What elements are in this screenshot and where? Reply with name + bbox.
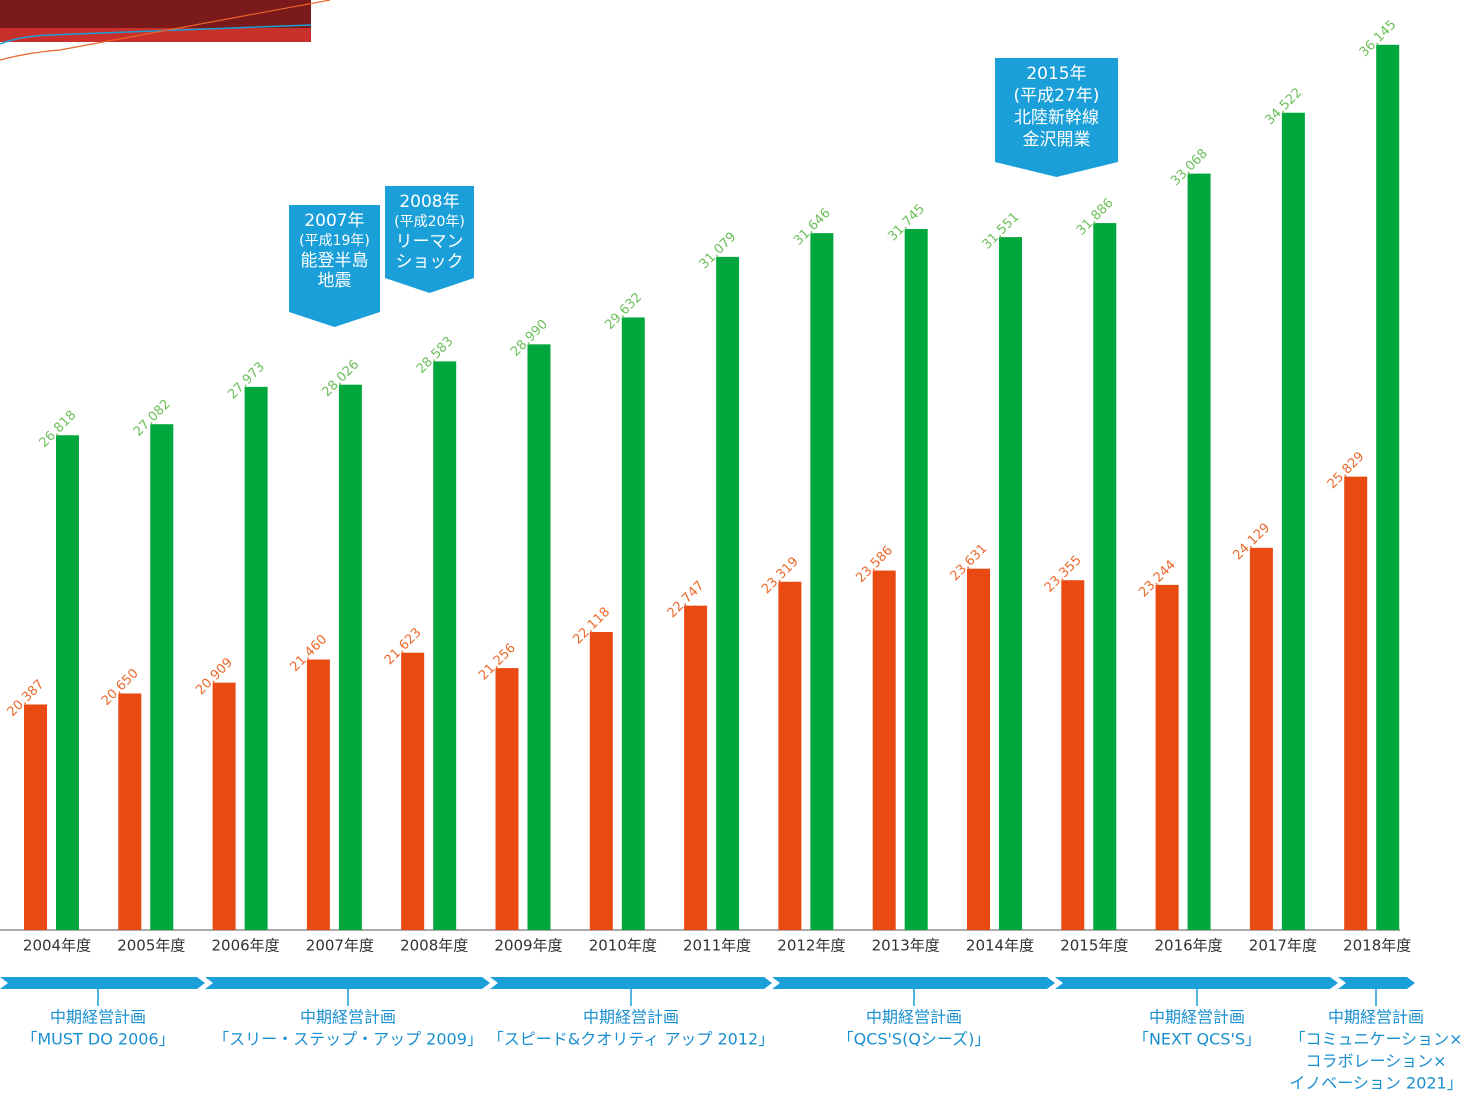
event-text: (平成19年) <box>299 233 370 249</box>
plan-label: 中期経営計画 <box>1328 1008 1424 1027</box>
bar <box>1249 547 1273 930</box>
plan-label: 「NEXT QCS'S」 <box>1133 1030 1261 1049</box>
x-tick-label: 2008年度 <box>400 937 468 955</box>
bar <box>810 233 834 930</box>
event-text: リーマン <box>396 232 464 252</box>
bar <box>433 361 457 931</box>
bar <box>306 659 330 930</box>
plan-label: 中期経営計画 <box>300 1008 396 1027</box>
x-tick-label: 2004年度 <box>23 937 91 955</box>
plan-arrow <box>205 977 490 989</box>
decor-line <box>0 24 312 45</box>
bar <box>684 605 708 930</box>
event-box <box>385 186 474 293</box>
x-tick-label: 2005年度 <box>117 937 185 955</box>
bar <box>338 384 362 930</box>
event-text: 地震 <box>318 271 352 291</box>
event-box <box>289 205 380 327</box>
bar <box>999 237 1022 930</box>
x-tick-label: 2012年度 <box>777 937 845 955</box>
plan-label: 「QCS'S(Qシーズ)」 <box>838 1030 991 1049</box>
decor-line <box>0 0 331 61</box>
bar <box>244 386 268 930</box>
bar <box>1061 580 1085 930</box>
event-box <box>995 58 1118 177</box>
event-text: 能登半島 <box>301 251 369 271</box>
bar <box>1344 476 1368 930</box>
event-text: 2008年 <box>399 192 459 212</box>
plan-label: 中期経営計画 <box>50 1008 146 1027</box>
x-tick-label: 2018年度 <box>1343 937 1411 955</box>
event-text: 金沢開業 <box>1023 130 1091 150</box>
bar <box>150 424 174 930</box>
bar <box>716 256 740 930</box>
x-tick-label: 2007年度 <box>306 937 374 955</box>
plan-arrow <box>772 977 1055 989</box>
plan-label: コラボレーション× <box>1305 1052 1446 1071</box>
bar <box>1281 112 1305 930</box>
x-tick-label: 2006年度 <box>212 937 280 955</box>
bar <box>24 704 47 930</box>
event-text: ショック <box>396 252 464 272</box>
bar <box>495 668 519 930</box>
plan-arrow <box>0 977 205 989</box>
plan-label: 「スリー・ステップ・アップ 2009」 <box>213 1030 483 1049</box>
event-text: (平成27年) <box>1014 86 1100 106</box>
x-tick-label: 2015年度 <box>1060 937 1128 955</box>
event-text: 2015年 <box>1026 64 1086 84</box>
plan-arrow <box>1338 977 1415 989</box>
bar <box>1093 223 1117 930</box>
x-tick-label: 2017年度 <box>1249 937 1317 955</box>
bar <box>1376 44 1400 931</box>
plan-arrow <box>1055 977 1338 989</box>
plan-label: 中期経営計画 <box>1149 1008 1245 1027</box>
bar <box>118 693 142 930</box>
plan-label: 「コミュニケーション× <box>1289 1030 1462 1049</box>
plan-label: 中期経営計画 <box>583 1008 679 1027</box>
bar <box>212 682 236 930</box>
x-tick-label: 2011年度 <box>683 937 751 955</box>
x-tick-label: 2009年度 <box>494 937 562 955</box>
bar <box>527 344 551 930</box>
bar <box>589 632 613 930</box>
bar <box>621 317 645 930</box>
bar <box>872 570 896 930</box>
bar <box>1187 173 1211 931</box>
plan-label: 中期経営計画 <box>866 1008 962 1027</box>
bar <box>778 581 802 930</box>
bar <box>967 568 990 930</box>
plan-label: 「スピード&クオリティ アップ 2012」 <box>488 1030 774 1049</box>
bar <box>1155 584 1179 930</box>
x-tick-label: 2013年度 <box>872 937 940 955</box>
bar <box>56 435 79 930</box>
event-text: 北陸新幹線 <box>1014 107 1099 128</box>
x-tick-label: 2010年度 <box>589 937 657 955</box>
bar <box>401 652 425 930</box>
event-text: (平成20年) <box>394 214 465 230</box>
bar <box>904 228 928 930</box>
x-tick-label: 2016年度 <box>1155 937 1223 955</box>
plan-label: 「MUST DO 2006」 <box>21 1030 174 1049</box>
plan-label: イノベーション 2021」 <box>1289 1074 1463 1093</box>
photo-floor <box>0 28 311 42</box>
x-tick-label: 2014年度 <box>966 937 1034 955</box>
plan-arrow <box>490 977 772 989</box>
event-text: 2007年 <box>304 211 364 231</box>
